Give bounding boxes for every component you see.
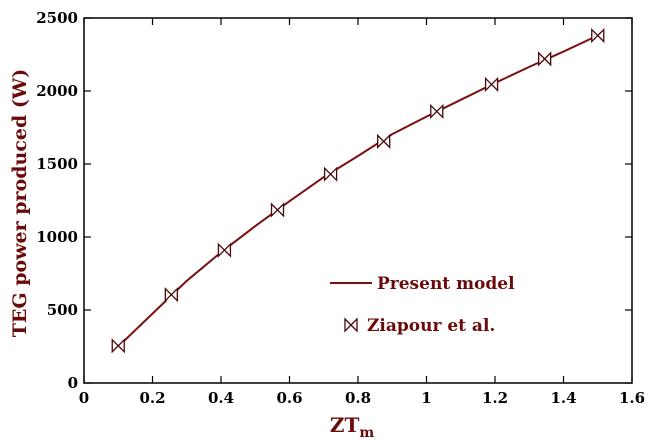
- legend-label-present-model: Present model: [377, 274, 515, 294]
- data-point-marker: [591, 27, 605, 44]
- legend-bowtie-marker: [344, 317, 358, 333]
- data-point-marker: [164, 287, 178, 303]
- x-tick-label: 0.4: [208, 389, 234, 407]
- x-axis-ticks: 0 0.2 0.4 0.6 0.8 1 1.2 1.4 1.6: [79, 18, 645, 407]
- x-axis-title-main: ZT: [330, 413, 360, 437]
- x-tick-label: 1: [421, 389, 431, 407]
- data-point-marker: [323, 166, 338, 182]
- legend-label-ziapour: Ziapour et al.: [367, 316, 495, 336]
- data-point-marker: [484, 76, 499, 92]
- data-point-marker: [111, 338, 125, 354]
- y-axis-ticks: 0 500 1000 1500 2000 2500: [36, 9, 632, 392]
- series-line-present-model: [117, 34, 599, 348]
- y-tick-label: 2500: [36, 9, 78, 27]
- legend-marker-swatch: [344, 317, 358, 333]
- x-tick-label: 0.8: [345, 389, 371, 407]
- legend: Present model Ziapour et al.: [330, 274, 515, 336]
- x-tick-label: 1.6: [619, 389, 645, 407]
- data-point-marker: [270, 202, 285, 218]
- y-tick-label: 1000: [36, 228, 78, 246]
- x-tick-label: 0.2: [139, 389, 165, 407]
- x-axis-title-sub: m: [359, 425, 374, 440]
- data-point-marker: [217, 242, 232, 258]
- y-tick-label: 500: [47, 301, 78, 319]
- x-tick-label: 0.6: [276, 389, 302, 407]
- x-tick-label: 1.4: [550, 389, 576, 407]
- y-tick-label: 1500: [36, 155, 78, 173]
- data-point-marker: [377, 133, 391, 149]
- y-tick-label: 2000: [36, 82, 78, 100]
- data-point-marker: [430, 103, 444, 120]
- x-axis-title: ZTm: [330, 413, 374, 440]
- x-tick-label: 0: [79, 389, 89, 407]
- series-markers-ziapour: [111, 27, 605, 354]
- plot-frame: [83, 17, 633, 384]
- y-axis-title: TEG power produced (W): [9, 69, 31, 337]
- y-tick-label: 0: [68, 374, 78, 392]
- data-point-marker: [538, 51, 552, 67]
- x-tick-label: 1.2: [482, 389, 508, 407]
